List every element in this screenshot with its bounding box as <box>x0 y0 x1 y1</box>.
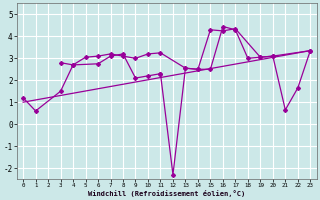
X-axis label: Windchill (Refroidissement éolien,°C): Windchill (Refroidissement éolien,°C) <box>88 190 245 197</box>
